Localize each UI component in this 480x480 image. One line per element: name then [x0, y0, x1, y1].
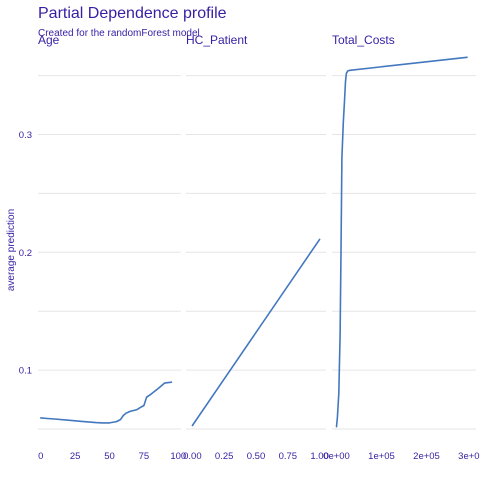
x-tick-label: 50 [104, 451, 115, 462]
x-tick-label: 0e+00 [323, 451, 350, 462]
x-tick-label: 1.00 [310, 451, 329, 462]
x-tick-label: 25 [70, 451, 81, 462]
series-line-2 [335, 56, 468, 428]
y-tick-label: 0.1 [19, 366, 32, 377]
panel-label-1: HC_Patient [186, 33, 248, 47]
y-tick-label: 0.3 [19, 130, 32, 141]
y-axis-label: average prediction [6, 209, 17, 291]
x-tick-label: 100 [170, 451, 186, 462]
x-tick-label: 75 [139, 451, 150, 462]
y-tick-label: 0.2 [19, 248, 32, 259]
series-line-0 [39, 381, 173, 424]
panel-label-2: Total_Costs [332, 33, 395, 47]
x-tick-label: 0.75 [279, 451, 298, 462]
x-tick-label: 0.00 [183, 451, 202, 462]
x-tick-label: 0.25 [215, 451, 234, 462]
series-line-1 [191, 238, 321, 427]
x-tick-label: 0 [38, 451, 43, 462]
x-tick-label: 1e+05 [368, 451, 395, 462]
chart-title: Partial Dependence profile [38, 5, 227, 22]
x-tick-label: 0.50 [247, 451, 266, 462]
x-tick-label: 3e+05 [458, 451, 480, 462]
chart-subtitle: Created for the randomForest model [38, 28, 200, 39]
x-tick-label: 2e+05 [413, 451, 440, 462]
panel-label-0: Age [38, 33, 60, 47]
